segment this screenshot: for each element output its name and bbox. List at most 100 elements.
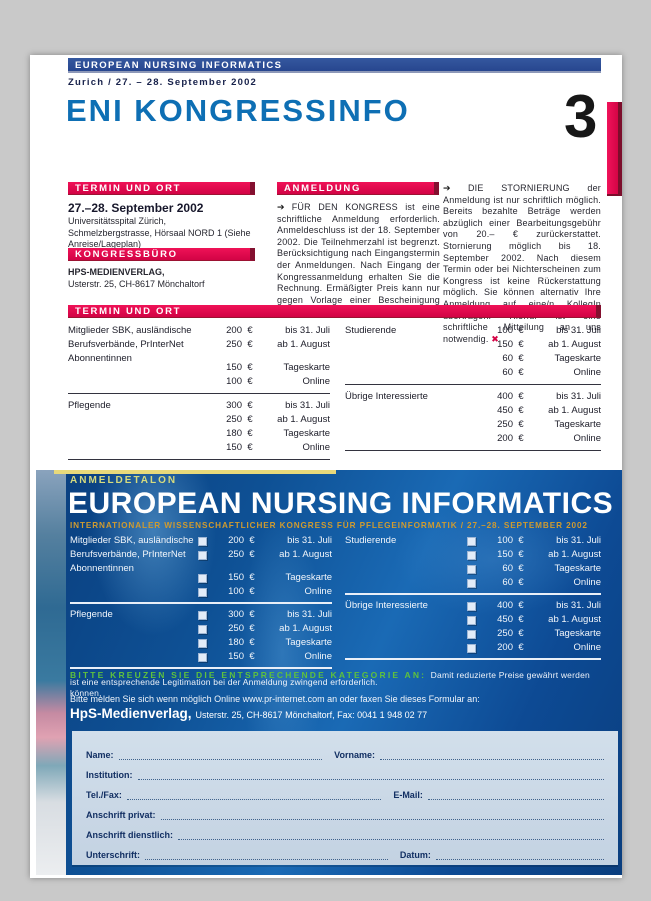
- currency-symbol: €: [518, 614, 524, 625]
- fee-row: 450 € ab 1. August: [483, 404, 601, 418]
- fee-period: Tageskarte: [554, 563, 601, 574]
- fee-group-pflegende: Pflegende 300 € bis 31. Juli 250 € ab 1. Aug…: [68, 399, 330, 455]
- yellow-top-strip: [54, 470, 336, 474]
- row-gap: [198, 562, 332, 571]
- currency-symbol: €: [518, 433, 524, 444]
- fee-checkbox[interactable]: [467, 578, 476, 588]
- fee-amount: 150: [497, 339, 513, 350]
- email-label: E-Mail:: [393, 790, 423, 800]
- fee-amount: 60: [502, 577, 513, 588]
- fee-checkbox[interactable]: [198, 573, 207, 583]
- vorname-label: Vorname:: [334, 750, 375, 760]
- unterschrift-field[interactable]: [145, 848, 388, 860]
- form-row-name: Name: Vorname:: [86, 740, 604, 760]
- fee-period: Tageskarte: [285, 637, 332, 648]
- fee-category-label: Studierende: [345, 325, 397, 336]
- header-bar: EUROPEAN NURSING INFORMATICS: [68, 58, 601, 73]
- fee-amount: 300: [228, 609, 244, 620]
- fee-row: 300 € bis 31. Juli: [212, 399, 330, 413]
- fee-row: 150 € Online: [198, 650, 332, 664]
- fee-period: bis 31. Juli: [556, 325, 601, 336]
- fee-period: Online: [573, 433, 601, 444]
- fee-checkbox[interactable]: [467, 536, 476, 546]
- fee-amount: 180: [226, 428, 242, 439]
- fee-checkbox[interactable]: [467, 643, 476, 653]
- fee-row: 400 € bis 31. Juli: [467, 599, 601, 613]
- fee-row: 150 € Tageskarte: [212, 361, 330, 375]
- section-label-termin-ort: TERMIN UND ORT: [68, 182, 255, 195]
- divider: [70, 602, 332, 604]
- congress-office-address: HPS-MEDIENVERLAG, Usterstr. 25, CH-8617 …: [68, 267, 252, 290]
- fee-period: ab 1. August: [279, 549, 332, 560]
- fee-checkbox[interactable]: [198, 610, 207, 620]
- fee-row: 400 € bis 31. Juli: [483, 390, 601, 404]
- fee-amount: 100: [497, 535, 513, 546]
- currency-symbol: €: [518, 391, 524, 402]
- arrow-icon: ➔: [277, 202, 285, 212]
- fee-checkbox[interactable]: [198, 652, 207, 662]
- publisher-contact: HpS-Medienverlag, Usterstr. 25, CH-8617 …: [70, 706, 610, 721]
- email-field[interactable]: [427, 788, 604, 800]
- fee-amount: 250: [226, 339, 242, 350]
- fee-amount: 200: [497, 433, 513, 444]
- telfax-label: Tel./Fax:: [86, 790, 122, 800]
- fee-group-mitglieder: Mitglieder SBK, ausländische Berufsverbä…: [68, 324, 330, 389]
- category-instruction-heading: BITTE KREUZEN SIE DIE ENTSPRECHENDE KATE…: [70, 670, 427, 680]
- currency-symbol: €: [249, 651, 255, 662]
- fee-checkbox[interactable]: [467, 550, 476, 560]
- currency-symbol: €: [518, 577, 524, 588]
- talon-fee-table-right: Studierende 100 € bis 31. Juli 150 € ab 1. A…: [345, 534, 601, 664]
- fee-checkbox[interactable]: [198, 638, 207, 648]
- fee-period: bis 31. Juli: [556, 391, 601, 402]
- fee-checkbox[interactable]: [198, 536, 207, 546]
- fee-group-pflegende: Pflegende 300 € bis 31. Juli 250 € ab 1. Aug…: [70, 608, 332, 664]
- fee-group-uebrige: Übrige Interessierte 400 € bis 31. Juli 45…: [345, 390, 601, 446]
- fee-period: Tageskarte: [554, 419, 601, 430]
- fee-period: bis 31. Juli: [556, 600, 601, 611]
- fee-checkbox[interactable]: [198, 624, 207, 634]
- fee-category-label: Pflegende: [70, 609, 113, 620]
- section-label-anmeldung: ANMELDUNG: [277, 182, 439, 195]
- currency-symbol: €: [249, 609, 255, 620]
- anschrift-privat-field[interactable]: [160, 808, 604, 820]
- fee-period: Tageskarte: [554, 628, 601, 639]
- datum-field[interactable]: [435, 848, 604, 860]
- fee-period: Tageskarte: [554, 353, 601, 364]
- name-field[interactable]: [118, 748, 323, 760]
- fee-checkbox[interactable]: [467, 564, 476, 574]
- telfax-field[interactable]: [126, 788, 382, 800]
- fee-checkbox[interactable]: [198, 587, 207, 597]
- fee-row: 150 € ab 1. August: [483, 338, 601, 352]
- fee-amount: 300: [226, 400, 242, 411]
- currency-symbol: €: [518, 419, 524, 430]
- currency-symbol: €: [247, 325, 253, 336]
- fee-period: ab 1. August: [548, 549, 601, 560]
- section-label-kongressbuero: KONGRESSBÜRO: [68, 248, 255, 261]
- currency-symbol: €: [247, 442, 253, 453]
- currency-symbol: €: [518, 628, 524, 639]
- fee-amount: 100: [228, 586, 244, 597]
- fee-amount: 150: [497, 549, 513, 560]
- section-label-fees: TERMIN UND ORT: [68, 305, 601, 318]
- institution-field[interactable]: [137, 768, 604, 780]
- fee-checkbox[interactable]: [467, 601, 476, 611]
- fee-table-left: Mitglieder SBK, ausländische Berufsverbä…: [68, 324, 330, 465]
- fee-row: 150 € ab 1. August: [467, 548, 601, 562]
- fee-checkbox[interactable]: [198, 550, 207, 560]
- form-row-anschrift-privat: Anschrift privat:: [86, 800, 604, 820]
- divider: [68, 393, 330, 394]
- fee-amount: 200: [226, 325, 242, 336]
- fee-checkbox[interactable]: [467, 629, 476, 639]
- fee-row: 250 € ab 1. August: [198, 622, 332, 636]
- section-label-text: TERMIN UND ORT: [75, 306, 182, 317]
- fee-category-label: Studierende: [345, 535, 397, 546]
- vorname-field[interactable]: [380, 748, 604, 760]
- fee-period: bis 31. Juli: [285, 325, 330, 336]
- currency-symbol: €: [518, 642, 524, 653]
- fee-row: 200 € Online: [483, 432, 601, 446]
- fee-category-label: Abonnentinnen: [70, 563, 134, 574]
- anschrift-dienstlich-field[interactable]: [178, 828, 604, 840]
- fee-checkbox[interactable]: [467, 615, 476, 625]
- fee-group-studierende: Studierende 100 € bis 31. Juli 150 € ab 1. A…: [345, 534, 601, 590]
- currency-symbol: €: [249, 623, 255, 634]
